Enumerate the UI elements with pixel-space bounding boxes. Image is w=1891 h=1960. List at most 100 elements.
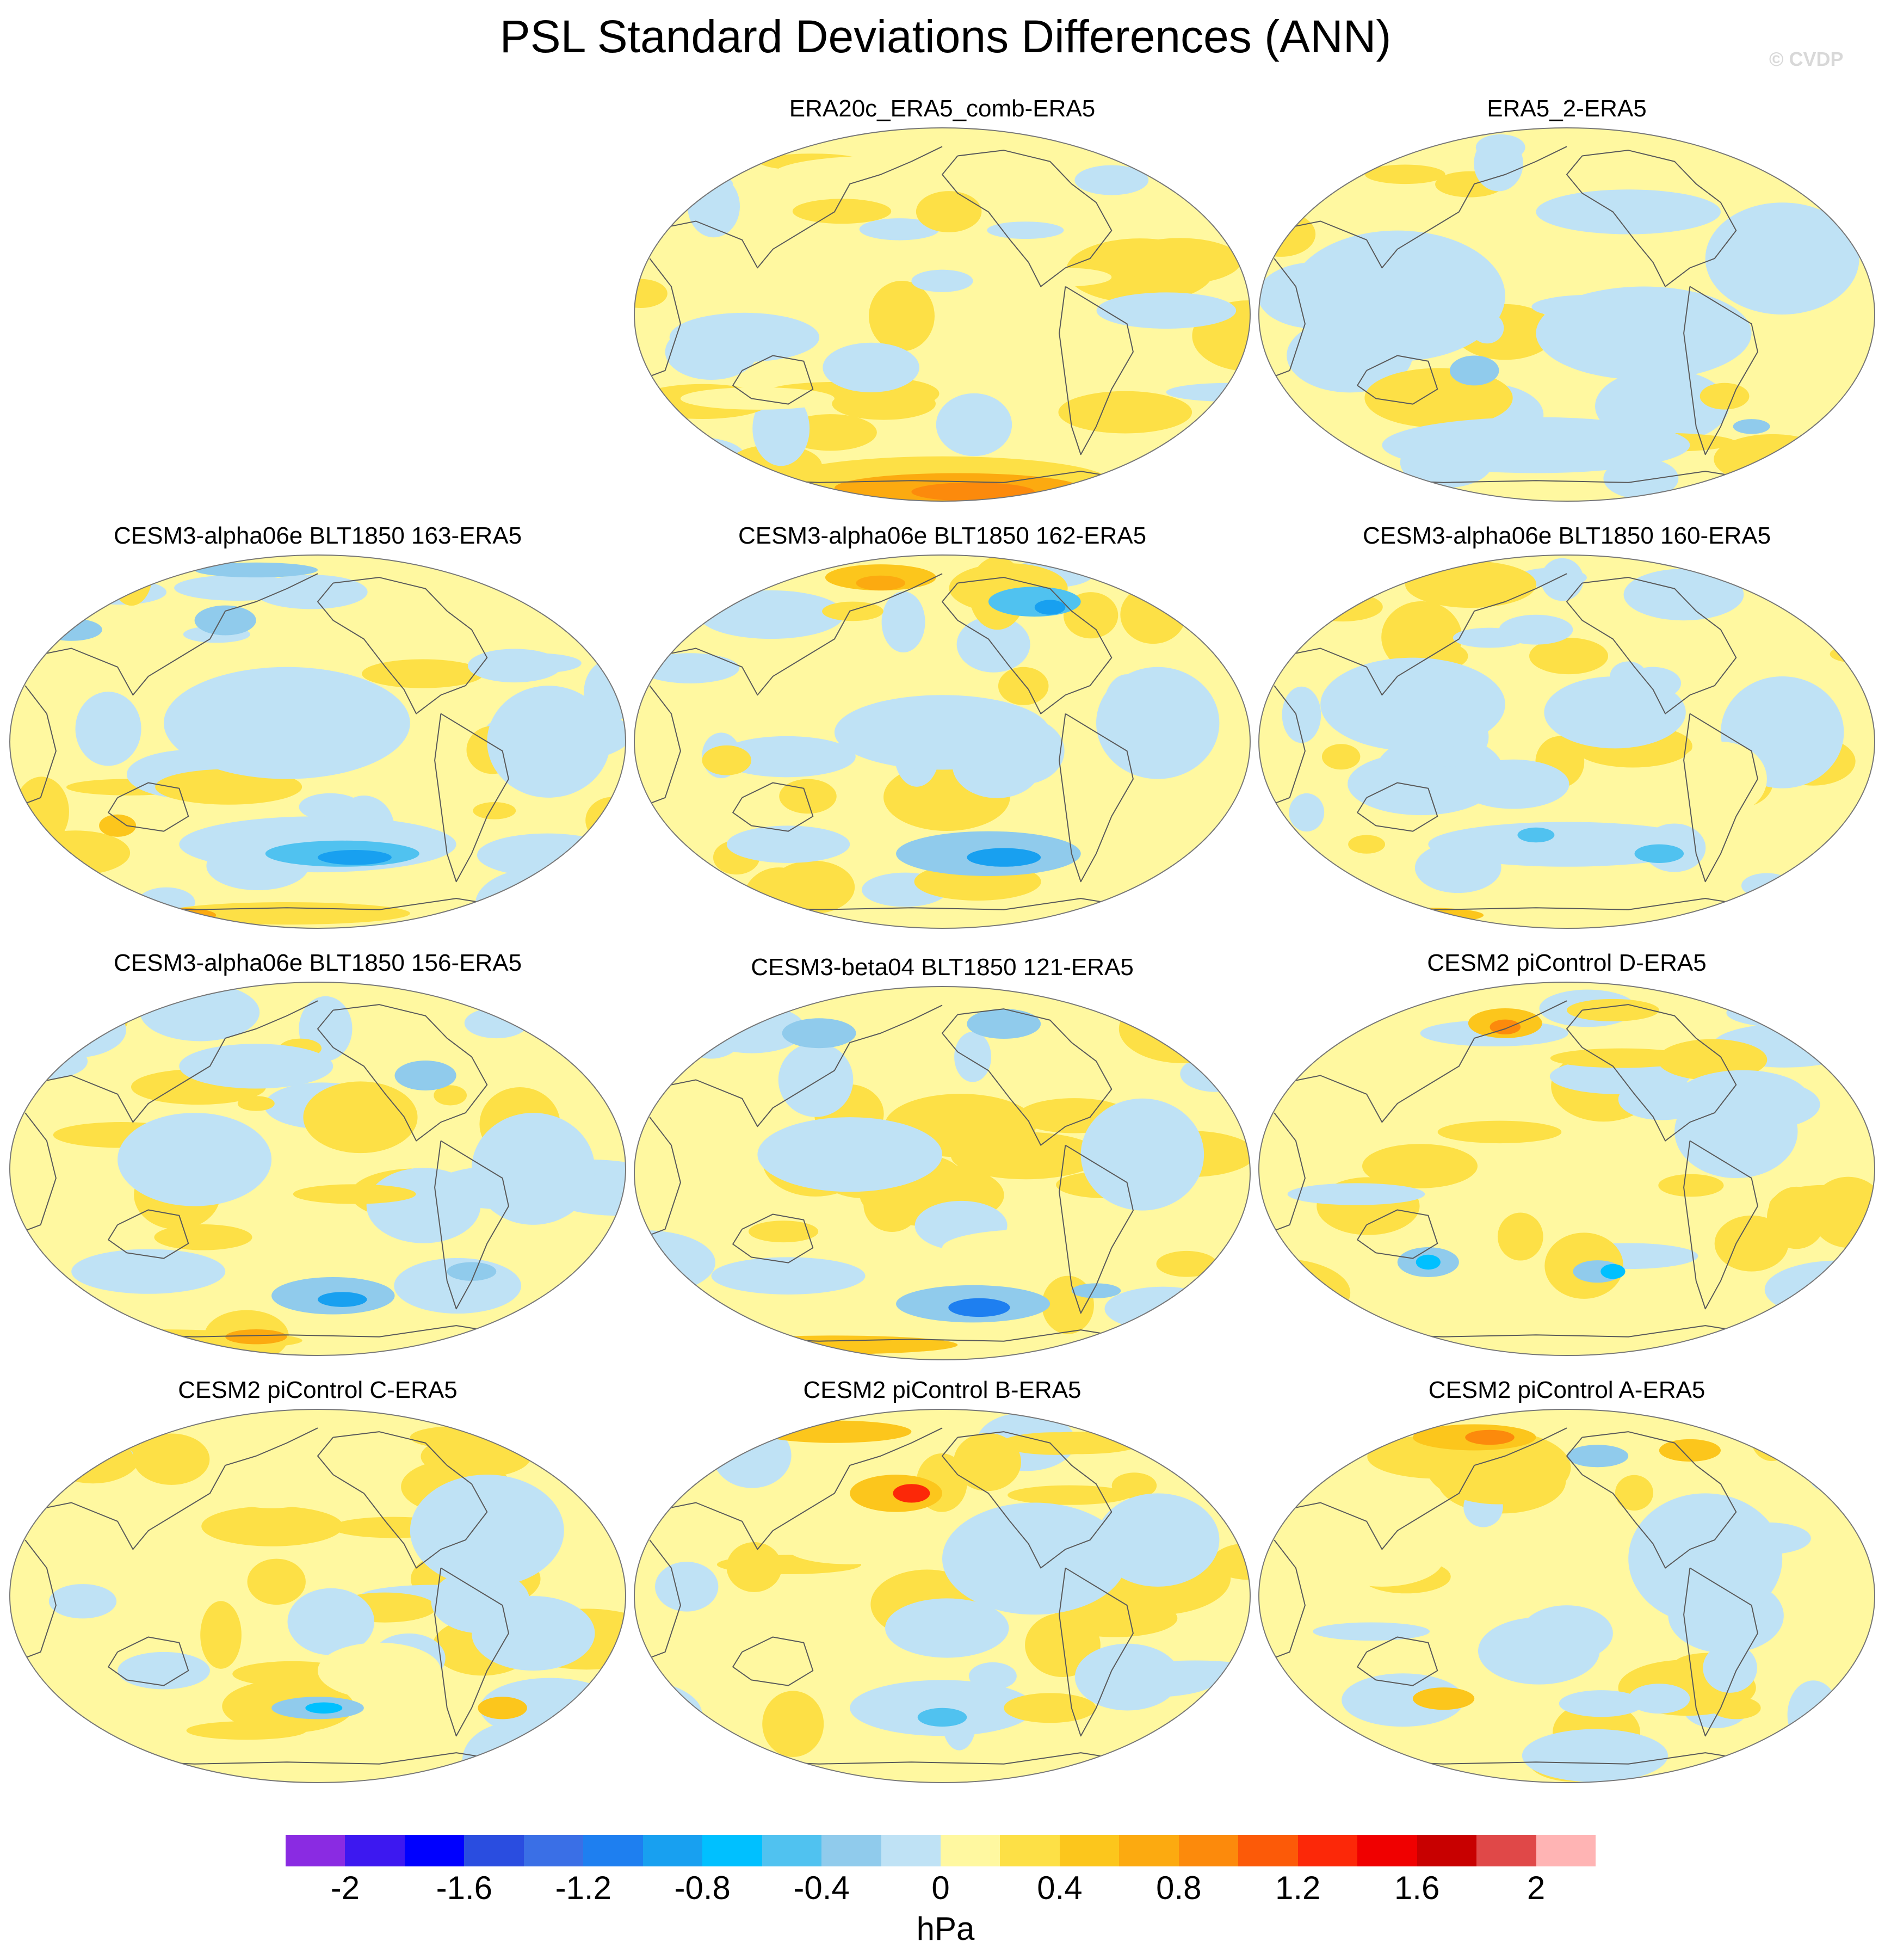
field-contour [434,1085,467,1106]
colorbar-box [1119,1835,1179,1866]
field-contour [778,1043,854,1117]
coastline [640,1539,681,1662]
field-contour [1750,1411,1794,1462]
coastline [1111,573,1152,584]
field-contour [1348,835,1386,854]
field-contour [1320,1530,1444,1587]
coastline [732,355,814,405]
map-outline [1258,1409,1875,1783]
colorbar-box [1000,1835,1060,1866]
field-contour [1465,1429,1515,1445]
coastline [650,1427,943,1550]
field-contour [1769,1185,1875,1227]
field-contour [893,1484,930,1503]
coastline [1264,1112,1306,1235]
field-contour [752,391,810,466]
coastline [1111,146,1152,157]
map-outline [634,1409,1251,1783]
field-contour [1634,844,1684,863]
field-contour [916,191,982,232]
colorbar-tick-label: -2 [330,1870,360,1906]
field-contour [634,1409,696,1454]
field-contour [936,393,1012,457]
field-contour [588,1317,626,1352]
field-contour [1714,1215,1789,1272]
coastline [1828,1483,1869,1503]
field-contour [1536,189,1721,235]
coastline [1264,1539,1306,1662]
colorbar-tick-label: -0.8 [674,1870,731,1906]
field-contour [1497,1212,1543,1261]
colorbar-tick-label: 0.4 [1037,1870,1083,1906]
panel-title: CESM2 piControl A-ERA5 [1428,1377,1705,1403]
field-contour [634,279,668,309]
coastline [1735,573,1777,584]
field-contour [726,825,850,863]
field-contour [1405,561,1537,608]
field-contour [1019,1432,1142,1454]
coastline [732,1213,814,1263]
map-panel-era5-2: ERA5_2-ERA5 [1258,93,1876,502]
colorbar-box [1178,1835,1239,1866]
colorbar [286,1835,1596,1866]
field-contour [473,802,516,819]
field-contour [1289,230,1505,361]
coastline [1566,150,1737,287]
field-contour [1287,1183,1425,1205]
colorbar-box [286,1835,345,1866]
coastline [1274,573,1567,696]
field-contour [140,983,260,1041]
field-contour [118,1651,210,1690]
coastline [732,1636,814,1686]
coastline [1828,202,1869,222]
field-contour [1517,827,1555,843]
map-outline [634,986,1251,1360]
field-contour [48,1584,117,1619]
map-panel-alpha06e-162: CESM3-alpha06e BLT1850 162-ERA5 [633,520,1251,929]
map-panel-picontrol-b: CESM2 piControl B-ERA5 [633,1374,1251,1783]
colorbar-box [1476,1835,1537,1866]
field-contour [1342,1673,1464,1727]
coastline [108,782,189,832]
map-alpha06e-156 [9,982,626,1356]
map-alpha06e-162 [634,554,1251,929]
field-contour [665,324,758,380]
coastline [1274,1427,1567,1550]
colorbar-box [1536,1835,1596,1866]
map-picontrol-b [634,1409,1251,1783]
colorbar-box [821,1835,882,1866]
field-contour [1449,355,1499,386]
field-contour [1019,268,1112,287]
field-contour [856,575,906,591]
coastline [486,1427,528,1438]
coastline [1357,1209,1438,1259]
field-contour [869,281,935,352]
field-contour [1474,135,1523,192]
coastline [1111,1004,1152,1015]
coastline [486,1000,528,1011]
coastline [15,685,57,808]
field-contour [472,1596,595,1671]
field-contour [362,659,484,688]
field-contour [713,1423,792,1488]
watermark-text: © CVDP [1769,48,1844,70]
field-contour [967,848,1041,867]
panel-title: CESM2 piControl C-ERA5 [178,1377,458,1403]
field-contour [1313,1622,1430,1641]
field-contour [911,269,973,292]
field-contour [1610,661,1647,692]
field-contour [75,692,141,766]
field-contour [967,1009,1041,1039]
field-contour [1362,1144,1478,1188]
coastline [1111,1427,1152,1438]
colorbar-tick-label: -0.4 [793,1870,850,1906]
field-contour [1080,1098,1204,1211]
field-contour [655,1562,719,1612]
field-contour [948,1298,1010,1317]
colorbar-box [464,1835,524,1866]
field-contour [822,601,883,621]
field-contour [1034,600,1066,615]
map-alpha06e-163 [9,554,626,929]
coastline [1735,146,1777,157]
field-contour [1413,1312,1721,1342]
